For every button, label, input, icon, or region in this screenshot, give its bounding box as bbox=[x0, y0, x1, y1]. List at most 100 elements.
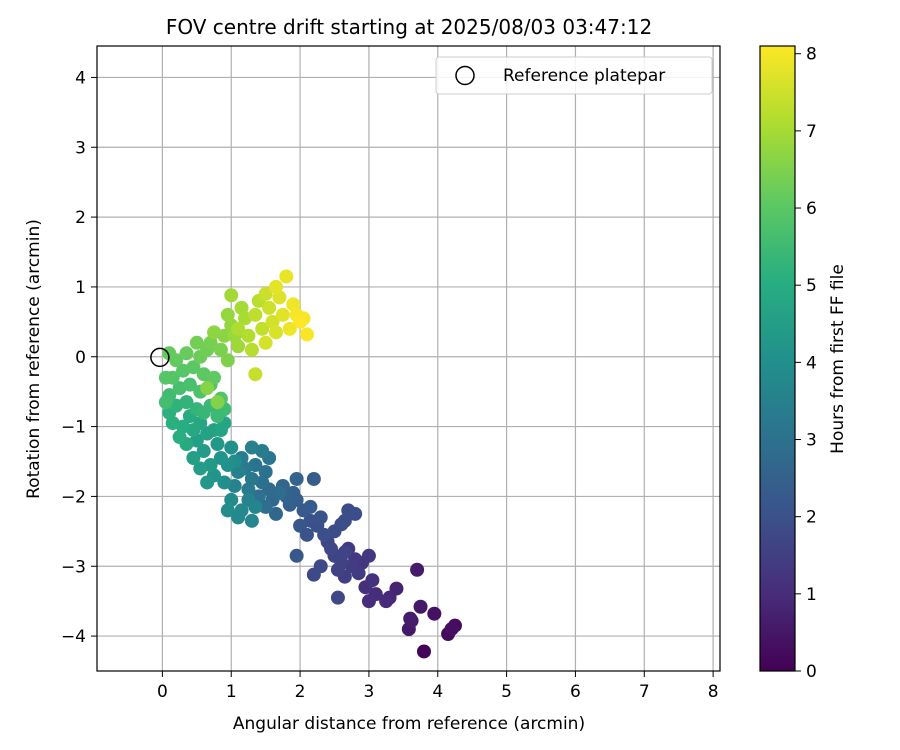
y-tick-label: 2 bbox=[75, 208, 86, 228]
colorbar-tick-label: 3 bbox=[806, 431, 817, 451]
x-tick-label: 6 bbox=[570, 682, 581, 702]
scatter-point bbox=[186, 451, 201, 466]
scatter-point bbox=[231, 321, 246, 336]
legend-marker-icon bbox=[455, 65, 475, 86]
y-tick-label: 3 bbox=[75, 138, 86, 158]
scatter-point bbox=[289, 471, 304, 486]
colorbar-gradient bbox=[760, 46, 795, 671]
scatter-point bbox=[258, 499, 273, 514]
scatter-point bbox=[258, 286, 273, 301]
scatter-point bbox=[224, 440, 239, 455]
scatter-point bbox=[158, 395, 173, 410]
legend: Reference platepar bbox=[435, 56, 713, 95]
data-points bbox=[158, 269, 462, 659]
scatter-point bbox=[427, 606, 442, 621]
colorbar: 0 1 2 3 4 5 6 7 8 Hours from first FF file bbox=[759, 45, 848, 682]
scatter-point bbox=[172, 430, 187, 445]
scatter-point bbox=[404, 613, 419, 628]
scatter-point bbox=[303, 499, 318, 514]
scatter-point bbox=[213, 451, 228, 466]
scatter-point bbox=[179, 395, 194, 410]
scatter-point bbox=[200, 381, 215, 396]
scatter-point bbox=[220, 353, 235, 368]
scatter-point bbox=[279, 269, 294, 284]
scatter-point bbox=[179, 346, 194, 361]
scatter-point bbox=[196, 444, 211, 459]
scatter-point bbox=[244, 342, 259, 357]
scatter-point bbox=[262, 300, 277, 315]
scatter-point bbox=[444, 622, 459, 637]
y-tick-label: 0 bbox=[75, 348, 86, 368]
scatter-point bbox=[410, 562, 425, 577]
scatter-point bbox=[348, 506, 363, 521]
scatter-point bbox=[210, 395, 225, 410]
scatter-point bbox=[258, 464, 273, 479]
scatter-point bbox=[293, 314, 308, 329]
scatter-point bbox=[330, 590, 345, 605]
scatter-point bbox=[207, 370, 222, 385]
scatter-point bbox=[248, 367, 263, 382]
scatter-point bbox=[241, 328, 256, 343]
scatter-point bbox=[182, 377, 197, 392]
colorbar-tick-label: 0 bbox=[806, 662, 817, 682]
x-axis-label: Angular distance from reference (arcmin) bbox=[233, 714, 585, 734]
reference-point-marker bbox=[150, 347, 170, 368]
scatter-point bbox=[224, 288, 239, 303]
scatter-point bbox=[193, 461, 208, 476]
x-tick-label: 4 bbox=[432, 682, 443, 702]
scatter-point bbox=[158, 370, 173, 385]
colorbar-frame bbox=[759, 45, 796, 672]
scatter-point bbox=[189, 335, 204, 350]
colorbar-ticks: 0 1 2 3 4 5 6 7 8 bbox=[795, 45, 817, 682]
scatter-point bbox=[306, 567, 321, 582]
scatter-point bbox=[213, 342, 228, 357]
y-tick-label: −2 bbox=[61, 487, 86, 507]
scatter-point bbox=[231, 339, 246, 354]
scatter-point bbox=[248, 499, 263, 514]
y-axis-label: Rotation from reference (arcmin) bbox=[24, 219, 44, 499]
scatter-point bbox=[324, 541, 339, 556]
x-tick-label: 8 bbox=[708, 682, 719, 702]
y-tick-label: −1 bbox=[61, 418, 86, 438]
scatter-point bbox=[330, 562, 345, 577]
scatter-point bbox=[220, 307, 235, 322]
scatter-point bbox=[337, 513, 352, 528]
scatter-point bbox=[186, 360, 201, 375]
scatter-point bbox=[220, 503, 235, 518]
scatter-point bbox=[200, 475, 215, 490]
scatter-point bbox=[361, 594, 376, 609]
scatter-point bbox=[361, 548, 376, 563]
scatter-point bbox=[306, 471, 321, 486]
legend-box bbox=[435, 56, 713, 95]
colorbar-tick-label: 2 bbox=[806, 508, 817, 528]
y-tick-label: −3 bbox=[61, 557, 86, 577]
scatter-point bbox=[244, 513, 259, 528]
plot-frame bbox=[96, 45, 721, 672]
scatter-point bbox=[365, 573, 380, 588]
scatter-point bbox=[248, 307, 263, 322]
x-tick-label: 2 bbox=[295, 682, 306, 702]
scatter-point bbox=[258, 335, 273, 350]
scatter-point bbox=[268, 279, 283, 294]
y-axis-ticks: −4 −3 −2 −1 0 1 2 3 4 bbox=[61, 68, 97, 647]
scatter-point bbox=[282, 321, 297, 336]
x-axis-ticks: 0 1 2 3 4 5 6 7 8 bbox=[157, 671, 719, 702]
scatter-point bbox=[293, 518, 308, 533]
y-tick-label: 1 bbox=[75, 278, 86, 298]
x-tick-label: 0 bbox=[157, 682, 168, 702]
colorbar-tick-label: 8 bbox=[806, 45, 817, 65]
scatter-point bbox=[272, 485, 287, 500]
colorbar-tick-label: 1 bbox=[806, 585, 817, 605]
scatter-point bbox=[289, 548, 304, 563]
colorbar-tick-label: 6 bbox=[806, 199, 817, 219]
scatter-point bbox=[217, 475, 232, 490]
colorbar-tick-label: 5 bbox=[806, 276, 817, 296]
scatter-point bbox=[299, 327, 314, 342]
y-tick-label: 4 bbox=[75, 68, 86, 88]
scatter-point bbox=[313, 510, 328, 525]
scatter-point bbox=[241, 482, 256, 497]
x-tick-label: 5 bbox=[501, 682, 512, 702]
scatter-point bbox=[231, 510, 246, 525]
x-tick-label: 1 bbox=[226, 682, 237, 702]
